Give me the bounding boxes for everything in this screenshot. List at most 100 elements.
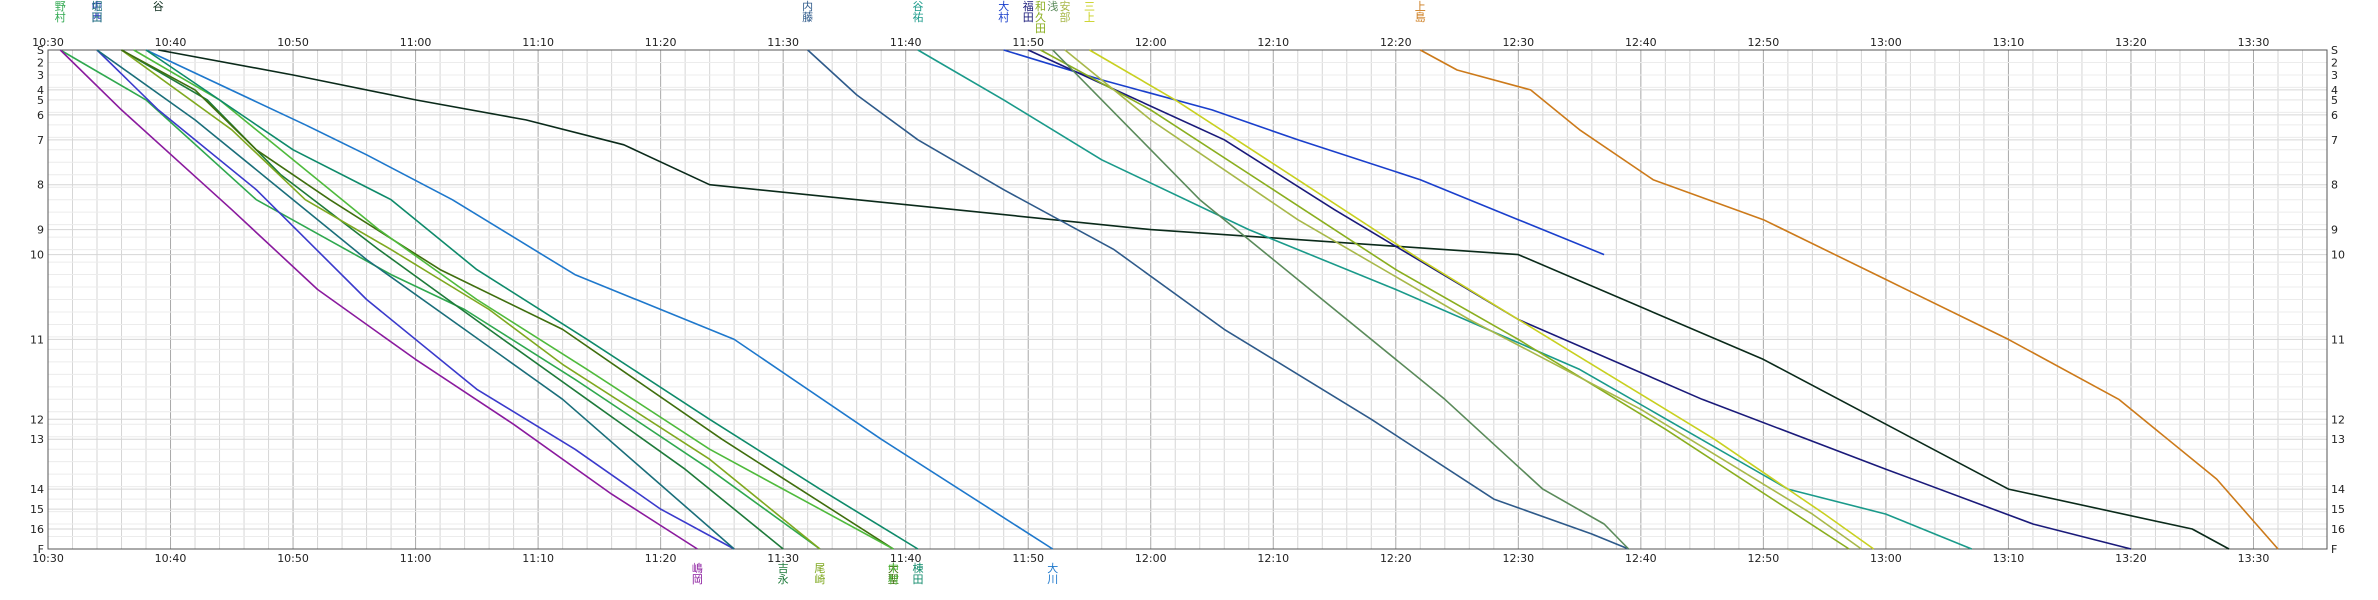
runner-label-top: 浅 — [1047, 0, 1058, 13]
x-tick-label-bottom: 10:30 — [32, 552, 64, 565]
plot-frame — [47, 49, 2328, 550]
y-tick-label-left: 8 — [37, 179, 44, 192]
y-tick-label-left: 5 — [37, 94, 44, 107]
x-tick-label-top: 13:20 — [2115, 36, 2147, 49]
y-tick-label-right: 8 — [2331, 179, 2338, 192]
x-tick-label-bottom: 10:40 — [155, 552, 187, 565]
runner-label-bottom: 田 — [912, 573, 923, 586]
x-tick-label-bottom: 13:00 — [1870, 552, 1902, 565]
x-tick-label-top: 10:40 — [155, 36, 187, 49]
runner-label-top: 中 — [92, 0, 103, 13]
x-tick-label-top: 11:50 — [1012, 36, 1044, 49]
y-tick-label-left: 15 — [30, 503, 44, 516]
series-line — [158, 49, 2230, 550]
runner-label-bottom: 崎 — [814, 572, 825, 586]
series-line — [59, 49, 698, 550]
x-tick-label-bottom: 11:50 — [1012, 552, 1044, 565]
runner-label-bottom: 聖 — [888, 573, 899, 586]
runner-label-top: 田 — [1023, 11, 1034, 24]
y-tick-label-right: 4 — [2331, 84, 2338, 97]
x-tick-label-top: 12:20 — [1380, 36, 1412, 49]
y-tick-label-right: 12 — [2331, 413, 2345, 426]
y-tick-label-left: 12 — [30, 413, 44, 426]
series-line — [96, 49, 735, 550]
x-tick-label-bottom: 11:00 — [400, 552, 432, 565]
series-line — [1089, 49, 1875, 550]
runner-label-bottom: 川 — [1047, 573, 1058, 586]
runner-label-top: 野 — [55, 0, 66, 13]
y-tick-label-right: 5 — [2331, 94, 2338, 107]
series-line — [121, 49, 821, 550]
y-tick-label-left: F — [38, 543, 44, 556]
x-tick-label-bottom: 10:50 — [277, 552, 309, 565]
y-tick-label-right: 16 — [2331, 523, 2345, 536]
runner-label-bottom: 永 — [778, 572, 789, 586]
y-tick-label-left: 9 — [37, 224, 44, 237]
runner-label-bottom: 大 — [888, 561, 899, 575]
runner-label-top: 村 — [55, 10, 66, 24]
x-tick-label-bottom: 13:30 — [2238, 552, 2270, 565]
x-tick-label-bottom: 12:50 — [1748, 552, 1780, 565]
y-tick-label-right: 11 — [2331, 333, 2345, 346]
series-line — [1040, 49, 1850, 550]
x-tick-label-bottom: 12:00 — [1135, 552, 1167, 565]
y-tick-label-left: 6 — [37, 109, 44, 122]
series-line — [121, 49, 784, 550]
y-tick-label-right: 7 — [2331, 134, 2338, 147]
y-tick-label-left: 13 — [30, 433, 44, 446]
runner-label-bottom: 吉 — [778, 562, 789, 575]
series-line — [133, 49, 894, 550]
runner-label-top: 部 — [1059, 10, 1070, 24]
runner-label-top: 安 — [1059, 0, 1070, 13]
series-lines — [59, 49, 2279, 550]
y-tick-label-right: 13 — [2331, 433, 2345, 446]
runner-label-top: 西 — [92, 11, 103, 24]
x-tick-label-bottom: 11:40 — [890, 552, 922, 565]
runner-label-bottom: 嶋 — [692, 561, 703, 575]
x-tick-label-bottom: 13:10 — [1993, 552, 2025, 565]
runner-label-top: 内 — [802, 0, 813, 13]
x-tick-label-top: 11:10 — [522, 36, 554, 49]
runner-label-top: 福 — [1023, 0, 1034, 13]
series-line — [917, 49, 1973, 550]
x-tick-label-top: 12:40 — [1625, 36, 1657, 49]
runner-label-bottom: 棟 — [912, 561, 923, 575]
runner-label-top: 谷 — [912, 0, 923, 13]
y-tick-label-right: 6 — [2331, 109, 2338, 122]
x-tick-label-top: 11:40 — [890, 36, 922, 49]
y-tick-label-left: 3 — [37, 69, 44, 82]
runner-label-bottom: 村 — [888, 572, 899, 586]
series-line — [96, 49, 735, 550]
series-line — [807, 49, 1629, 550]
x-tick-label-top: 10:30 — [32, 36, 64, 49]
y-tick-label-right: 15 — [2331, 503, 2345, 516]
runner-label-top: 上 — [1084, 11, 1095, 24]
x-tick-label-top: 11:20 — [645, 36, 677, 49]
x-tick-label-top: 12:30 — [1502, 36, 1534, 49]
x-tick-label-bottom: 12:10 — [1257, 552, 1289, 565]
x-tick-label-bottom: 12:30 — [1502, 552, 1534, 565]
runner-label-bottom: 中 — [888, 562, 899, 575]
y-tick-label-right: 2 — [2331, 56, 2338, 69]
x-tick-label-bottom: 11:10 — [522, 552, 554, 565]
runner-label-top: 祐 — [912, 11, 923, 24]
y-tick-label-left: S — [37, 44, 44, 57]
runner-label-bottom: 岡 — [692, 573, 703, 586]
runner-label-top: 田 — [1035, 22, 1046, 35]
x-tick-label-top: 13:00 — [1870, 36, 1902, 49]
runner-label-top: 三 — [1084, 0, 1095, 13]
series-line — [1052, 49, 1630, 550]
runner-label-top: 田 — [92, 11, 103, 24]
x-tick-label-top: 12:00 — [1135, 36, 1167, 49]
runner-label-top: 大 — [998, 0, 1009, 13]
runner-label-top: 谷 — [153, 0, 164, 13]
x-tick-label-top: 11:00 — [400, 36, 432, 49]
y-tick-label-right: 3 — [2331, 69, 2338, 82]
series-line — [59, 49, 821, 550]
chart-grid — [47, 49, 2328, 550]
runner-label-bottom: 尾 — [814, 562, 825, 575]
y-tick-label-right: F — [2331, 543, 2337, 556]
x-tick-label-bottom: 12:20 — [1380, 552, 1412, 565]
